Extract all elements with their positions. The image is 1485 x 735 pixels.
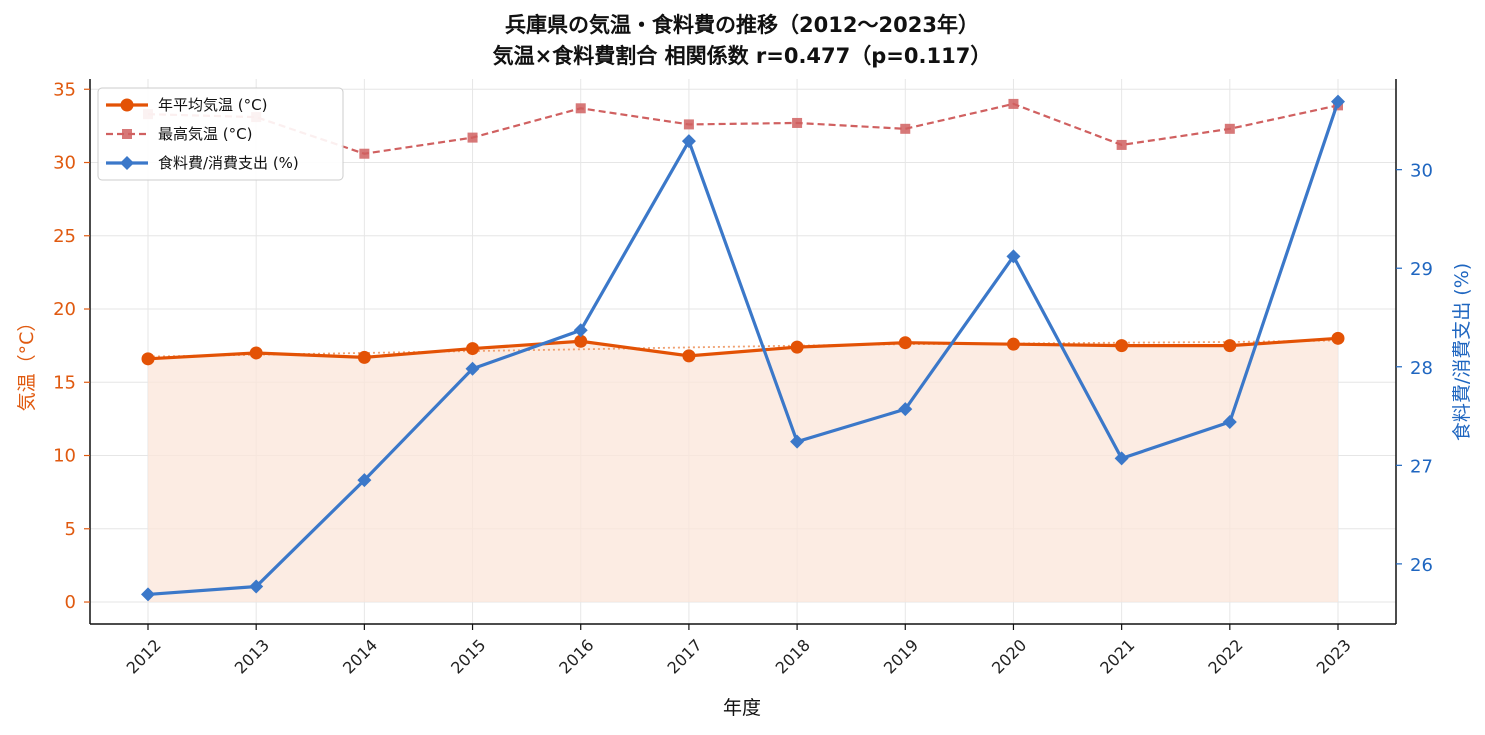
food-ratio-point-2022 [1222,414,1237,429]
x-tick-label-2022: 2022 [1204,635,1246,677]
avg-temp-point-2013 [249,346,263,360]
y-left-tick-label: 0 [65,592,76,613]
legend-box [97,87,344,181]
x-tick-label-2020: 2020 [988,635,1030,677]
series-layer [141,94,1345,602]
avg-temp-trend-line [147,339,1339,358]
avg-temp-line [147,336,1339,361]
avg-temp-point-2018 [790,340,804,354]
y-right-tick-label: 27 [1410,456,1433,477]
legend-marker-0 [120,98,134,112]
max-temp-line [147,102,1339,155]
max-temp-point-2019 [900,123,911,134]
avg-temp-point-2022 [1223,339,1237,353]
food-ratio-point-2019 [898,402,913,417]
y-right-tick-label: 30 [1410,161,1433,182]
legend-marker-1 [122,129,132,139]
max-temp-point-2020 [1008,98,1019,109]
x-tick-label-2013: 2013 [231,635,273,677]
x-axis-label: 年度 [723,697,761,719]
avg-temp-point-2023 [1331,331,1345,345]
y-axis-left-label: 気温（°C） [16,313,38,412]
legend-label-2: 食料費/消費支出 (%) [158,154,299,172]
x-tick-label-2018: 2018 [772,635,814,677]
y-left-tick-label: 10 [53,446,76,467]
avg-temp-point-2012 [141,352,155,366]
legend-label-0: 年平均気温 (°C) [158,96,267,114]
chart-title-line2: 気温×食料費割合 相関係数 r=0.477（p=0.117） [493,44,992,68]
avg-temp-point-2019 [898,336,912,350]
max-temp-point-2015 [467,132,478,143]
y-left-tick-label: 5 [65,519,76,540]
food-ratio-point-2021 [1114,451,1129,466]
x-tick-label-2019: 2019 [880,635,922,677]
food-ratio-line [147,101,1340,597]
avg-temp-point-2015 [466,342,480,356]
avg-temp-point-2021 [1115,339,1129,353]
y-left-tick-label: 30 [53,153,76,174]
area-fill [148,338,1338,603]
y-left-tick-label: 15 [53,372,76,393]
y-left-tick-label: 20 [53,299,76,320]
avg-temp-area [148,338,1338,603]
chart-title-line1: 兵庫県の気温・食料費の推移（2012〜2023年） [505,13,979,37]
x-tick-label-2021: 2021 [1096,635,1138,677]
max-temp-point-2017 [683,119,694,130]
max-temp-point-2022 [1224,123,1235,134]
y-left-tick-label: 35 [53,79,76,100]
food-ratio-point-2020 [1006,249,1021,264]
x-tick-label-2016: 2016 [555,635,597,677]
food-ratio-point-2015 [465,361,480,376]
trend-line [147,339,1339,358]
max-temp-point-2016 [575,103,586,114]
x-tick-label-2017: 2017 [664,635,706,677]
food-ratio-point-2012 [141,587,155,602]
y-left-tick-label: 25 [53,226,76,247]
x-tick-label-2014: 2014 [339,635,381,677]
y-right-tick-label: 28 [1410,358,1433,379]
legend: 年平均気温 (°C) 最高気温 (°C) 食料費/消費支出 (%) [97,87,344,181]
food-ratio-point-2023 [1331,94,1345,109]
legend-marker-2 [120,156,134,170]
max-temp-point-2018 [792,117,803,128]
food-ratio-point-2013 [249,579,264,594]
food-ratio-point-2018 [790,434,805,449]
y-right-tick-label: 29 [1410,259,1433,280]
avg-temp-point-2016 [574,334,588,348]
avg-temp-point-2014 [357,350,371,364]
food-ratio-point-2017 [681,134,696,149]
x-tick-label-2023: 2023 [1313,635,1355,677]
food-ratio-point-2014 [357,473,372,488]
food-ratio-point-2016 [573,323,588,338]
max-temp-point-2021 [1116,139,1127,150]
max-temp-point-2014 [359,148,370,159]
x-tick-label-2012: 2012 [123,635,165,677]
x-tick-label-2015: 2015 [447,635,489,677]
avg-temp-point-2017 [682,349,696,363]
y-axis-right-label: 食料費/消費支出 (%) [1451,263,1473,441]
y-right-tick-label: 26 [1410,555,1433,576]
avg-temp-point-2020 [1006,337,1020,351]
legend-label-1: 最高気温 (°C) [158,125,252,143]
